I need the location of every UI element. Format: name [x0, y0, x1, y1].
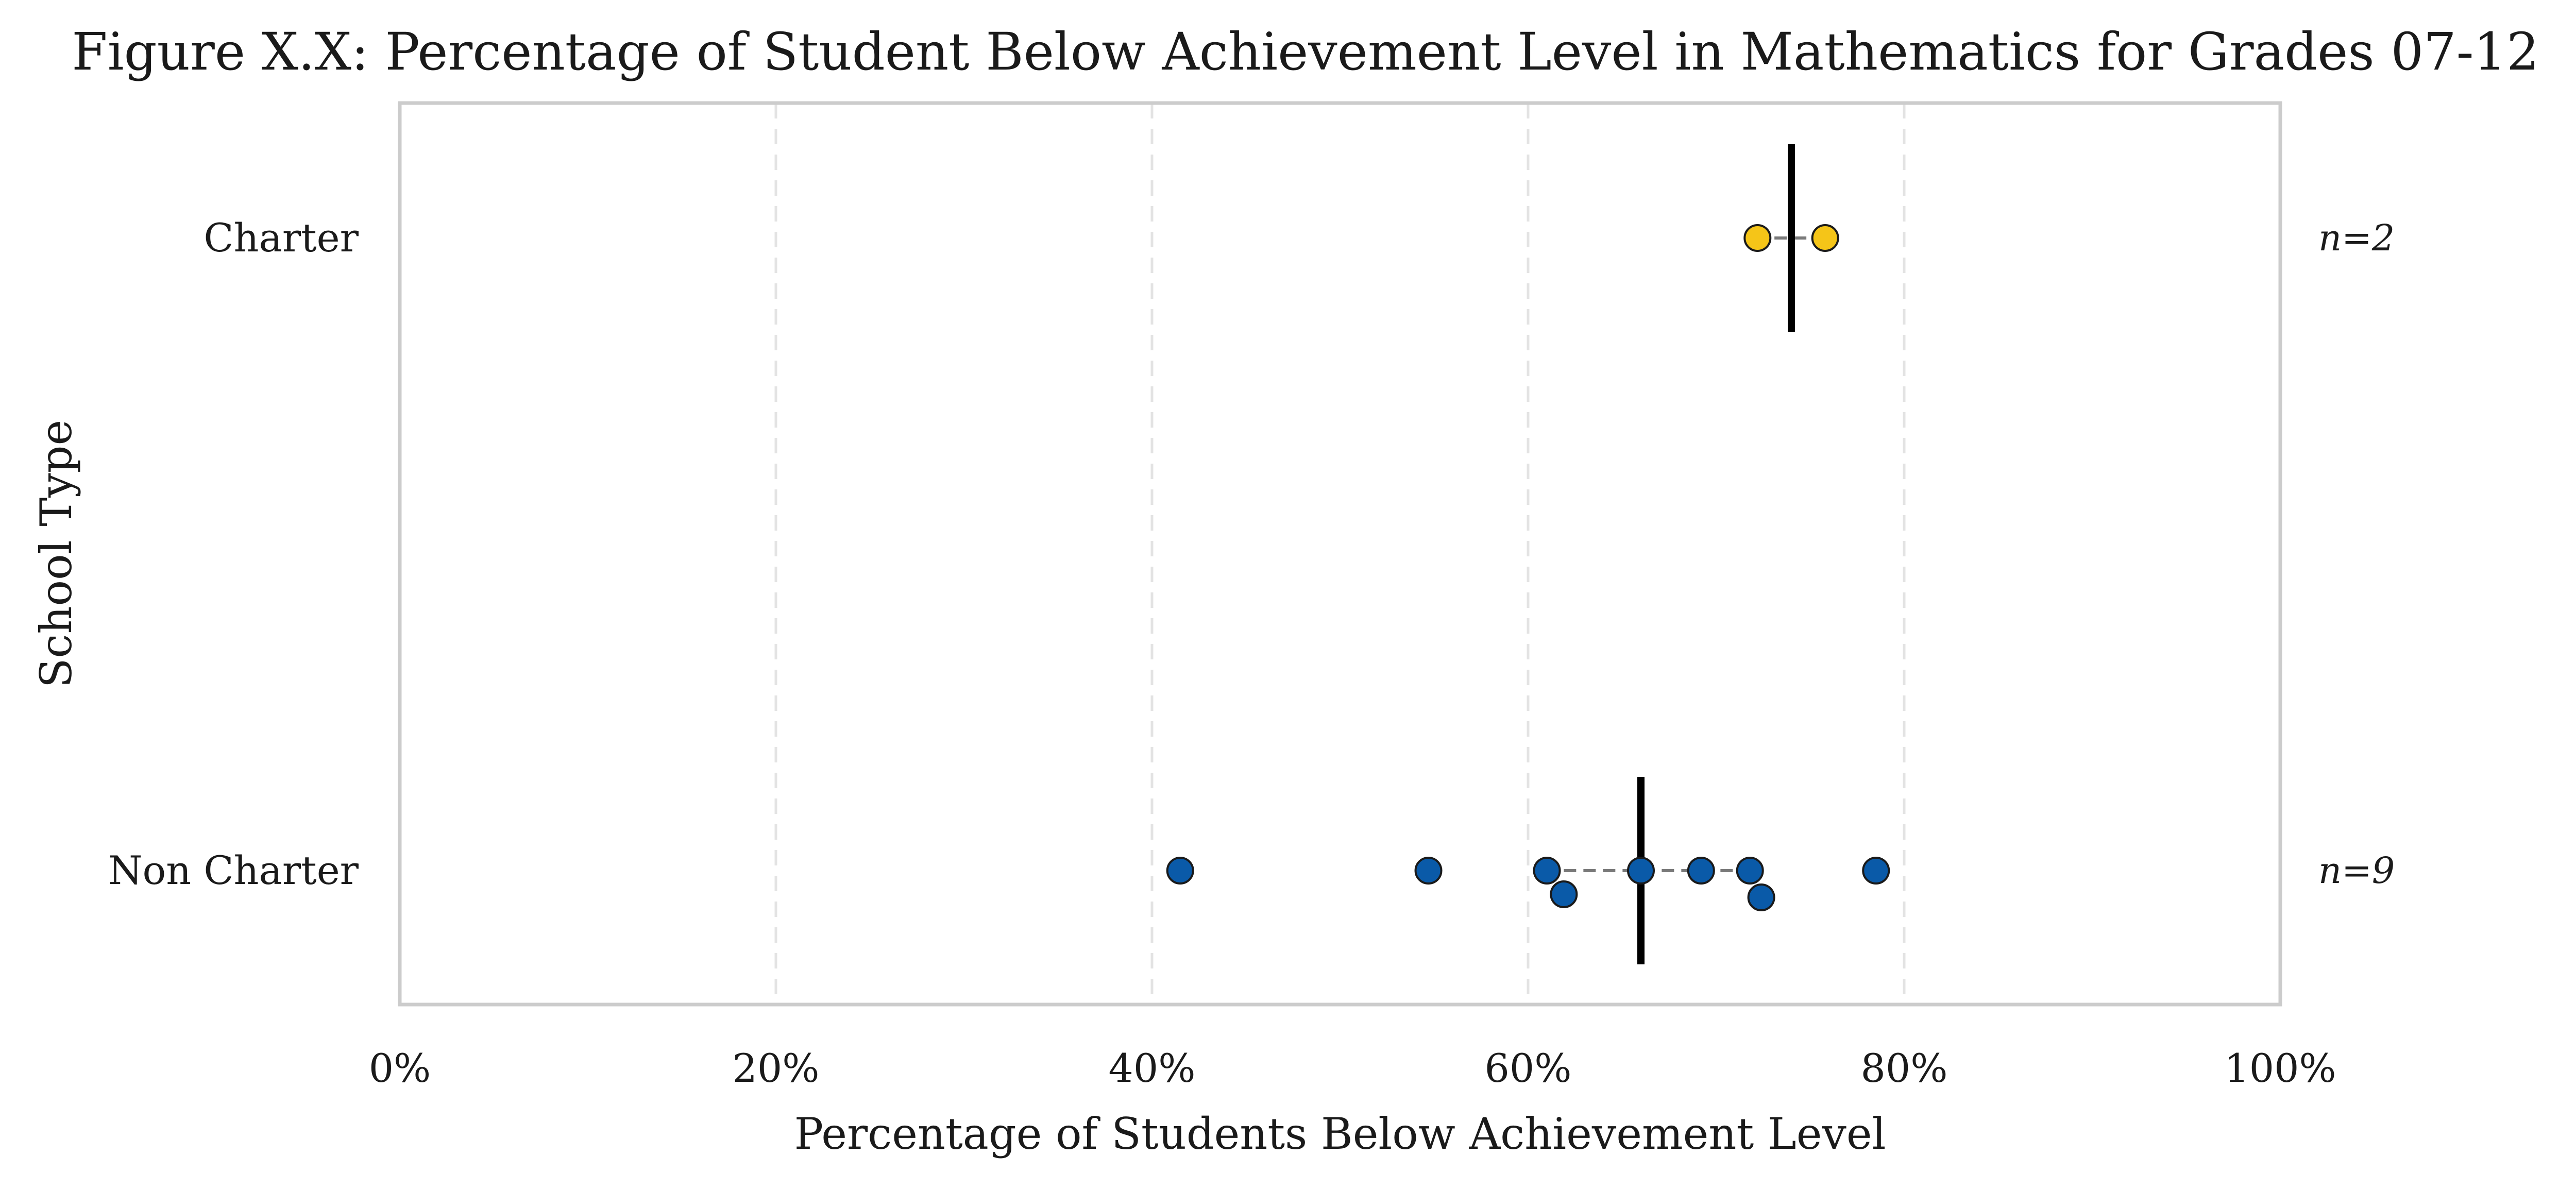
plot-frame	[398, 101, 2282, 1007]
x-tick-label: 100%	[2224, 1045, 2336, 1091]
data-point	[1627, 857, 1655, 885]
gridlines	[774, 103, 1906, 1005]
x-tick-label: 0%	[369, 1045, 431, 1091]
data-point	[1687, 857, 1715, 885]
x-tick-label: 80%	[1861, 1045, 1948, 1091]
data-point	[1743, 224, 1772, 252]
x-axis-label: Percentage of Students Below Achievement…	[794, 1109, 1886, 1159]
y-tick-label: Non Charter	[108, 847, 359, 893]
data-point	[1533, 857, 1561, 885]
data-point	[1736, 857, 1764, 885]
y-tick-labels: Charter Non Charter	[108, 215, 359, 893]
data-points	[1166, 224, 1890, 911]
data-point	[1414, 857, 1443, 885]
data-point	[1747, 883, 1775, 911]
data-point	[1811, 224, 1839, 252]
y-axis-label: School Type	[31, 420, 81, 688]
x-tick-labels: 0% 20% 40% 60% 80% 100%	[369, 1045, 2336, 1091]
data-point	[1166, 857, 1194, 885]
chart-title: Figure X.X: Percentage of Student Below …	[72, 22, 2539, 82]
x-tick-label: 20%	[733, 1045, 820, 1091]
n-label: n=2	[2318, 217, 2395, 259]
n-label: n=9	[2318, 849, 2395, 892]
data-point	[1862, 857, 1890, 885]
median-lines	[1637, 144, 1795, 964]
iqr-lines	[1564, 236, 1808, 872]
x-tick-label: 40%	[1109, 1045, 1196, 1091]
x-tick-label: 60%	[1485, 1045, 1572, 1091]
y-tick-label: Charter	[204, 215, 359, 261]
data-point	[1550, 880, 1578, 908]
n-labels: n=2 n=9	[2318, 217, 2395, 892]
